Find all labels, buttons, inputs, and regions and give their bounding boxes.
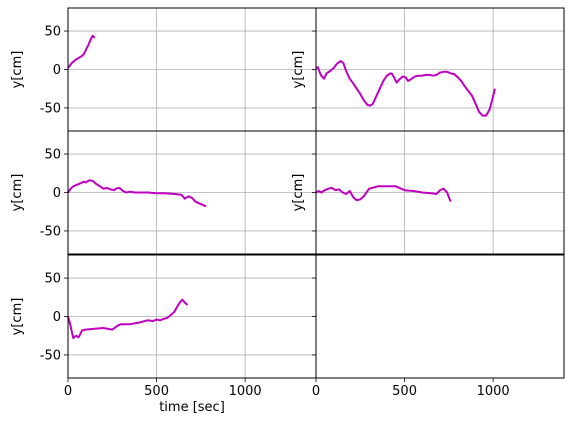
y-axis-label: y[cm] xyxy=(10,298,25,336)
y-axis-label: y[cm] xyxy=(10,174,25,212)
series-line xyxy=(67,298,189,339)
y-tick-label: 50 xyxy=(44,148,61,163)
y-tick-label: 0 xyxy=(53,186,61,201)
y-tick-label: 0 xyxy=(53,63,61,78)
series-line xyxy=(315,185,452,203)
y-tick-label: 0 xyxy=(53,310,61,325)
y-axis-label: y[cm] xyxy=(291,174,306,212)
y-axis-label: y[cm] xyxy=(291,51,306,89)
series-line xyxy=(315,60,496,117)
x-tick-label: 500 xyxy=(392,384,417,399)
y-tick-label: -50 xyxy=(40,224,61,239)
panel-background xyxy=(316,255,564,378)
x-tick-label: 500 xyxy=(144,384,169,399)
x-axis-label: time [sec] xyxy=(159,400,225,415)
series-line xyxy=(67,179,207,208)
y-tick-label: 50 xyxy=(44,272,61,287)
x-tick-label: 1000 xyxy=(477,384,510,399)
x-tick-label: 0 xyxy=(312,384,320,399)
y-tick-label: -50 xyxy=(40,348,61,363)
x-tick-label: 1000 xyxy=(229,384,262,399)
series-line xyxy=(67,34,96,69)
y-tick-label: -50 xyxy=(40,101,61,116)
y-tick-label: 50 xyxy=(44,25,61,40)
y-axis-label: y[cm] xyxy=(10,51,25,89)
x-tick-label: 0 xyxy=(64,384,72,399)
